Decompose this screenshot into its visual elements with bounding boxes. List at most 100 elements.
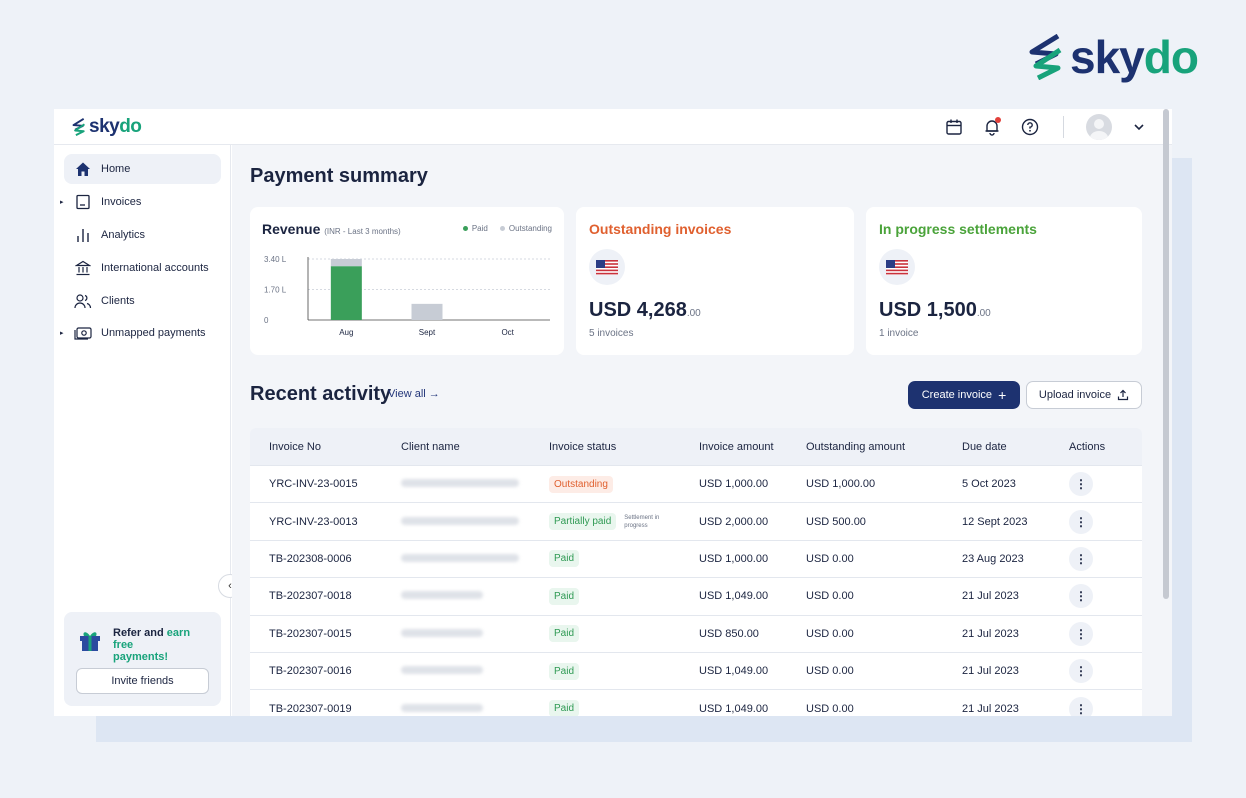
invoice-number[interactable]: YRC-INV-23-0013 [269,515,358,528]
brand-wordmark: skydo [1070,31,1199,83]
column-header[interactable]: Outstanding amount [806,440,906,453]
table-row[interactable]: TB-202307-0018 Paid USD 1,049.00 USD 0.00 21… [250,577,1142,615]
calendar-icon[interactable] [943,116,965,138]
due-date: 21 Jul 2023 [962,702,1019,715]
revenue-card: Revenue (INR - Last 3 months) Paid Outst… [250,207,564,355]
outstanding-count: 5 invoices [589,328,634,339]
caret-right-icon: ▸ [60,330,64,337]
avatar[interactable] [1086,114,1112,140]
status-badge: Partially paid [549,513,617,531]
column-header[interactable]: Invoice amount [699,440,774,453]
more-vertical-icon[interactable]: ⋮ [1069,696,1093,716]
money-icon [74,324,92,342]
progress-title: In progress settlements [879,221,1037,237]
column-header: Actions [1069,440,1106,453]
create-invoice-button[interactable]: Create invoice + [908,381,1020,409]
more-vertical-icon[interactable]: ⋮ [1069,584,1093,609]
column-header[interactable]: Invoice No [269,440,321,453]
bar-outstanding [411,303,443,320]
scrollbar[interactable] [1163,109,1169,599]
skydo-mark-icon [72,117,85,136]
invoice-amount: USD 2,000.00 [699,515,769,528]
brand-wordmark: skydo [89,115,142,137]
table-row[interactable]: YRC-INV-23-0015 Outstanding USD 1,000.00 US… [250,465,1142,503]
due-date: 21 Jul 2023 [962,590,1019,603]
column-header[interactable]: Client name [401,440,460,453]
due-date: 23 Aug 2023 [962,552,1024,565]
top-bar: skydo [54,109,1172,145]
outstanding-title: Outstanding invoices [589,221,732,237]
sidebar-item-unmapped-payments[interactable]: ▸ Unmapped payments [60,318,221,348]
column-header[interactable]: Invoice status [549,440,617,453]
sidebar-item-label: International accounts [101,262,209,274]
refer-card: Refer and earn free payments! Invite frie… [64,612,221,706]
invoice-number[interactable]: TB-202307-0015 [269,627,352,640]
table-row[interactable]: TB-202307-0016 Paid USD 1,049.00 USD 0.00 21… [250,651,1142,690]
invoice-number[interactable]: TB-202308-0006 [269,552,352,565]
more-vertical-icon[interactable]: ⋮ [1069,659,1093,684]
invoice-amount: USD 1,049.00 [699,665,769,678]
sidebar-item-home[interactable]: Home [64,154,221,184]
x-tick-label: Oct [501,328,514,337]
client-name-redacted [382,516,529,528]
legend-paid: Paid [462,224,488,233]
table-header: Invoice No Client name Invoice status In… [250,428,1142,465]
outstanding-amount: USD 500.00 [806,515,866,528]
due-date: 12 Sept 2023 [962,515,1028,528]
sidebar-item-clients[interactable]: Clients [64,286,221,316]
invoice-number[interactable]: TB-202307-0018 [269,590,352,603]
x-tick-label: Sept [419,328,436,337]
table-row[interactable]: YRC-INV-23-0013 Partially paid Settlement … [250,502,1142,540]
more-vertical-icon[interactable]: ⋮ [1069,546,1093,571]
client-name-redacted [382,628,529,640]
invoice-amount: USD 1,000.00 [699,478,769,491]
sidebar-item-invoices[interactable]: ▸ Invoices [60,187,221,217]
in-progress-settlements-card[interactable]: In progress settlements USD 1,500.00 1 i… [866,207,1142,355]
help-icon[interactable] [1019,116,1041,138]
client-name-redacted [382,665,529,677]
invoice-number[interactable]: TB-202307-0019 [269,702,352,715]
refer-text: Refer and earn free payments! [113,627,191,663]
sidebar-item-analytics[interactable]: Analytics [64,220,221,250]
sidebar-item-label: Unmapped payments [101,327,206,339]
bar-paid [330,266,362,320]
table-row[interactable]: TB-202307-0015 Paid USD 850.00 USD 0.00 21 J… [250,614,1142,652]
progress-count: 1 invoice [879,328,919,339]
notification-dot [995,117,1001,123]
outstanding-amount: USD 0.00 [806,552,854,565]
gift-icon [80,632,100,651]
row-actions: ⋮ [1069,696,1142,716]
sidebar-item-label: Clients [101,295,135,307]
invoice-status: Paid [529,700,699,716]
invoice-amount: USD 850.00 [699,627,759,640]
invoice-status: Paid [529,662,699,680]
skydo-logo[interactable]: skydo [72,115,142,138]
sidebar-item-label: Home [101,163,131,175]
outstanding-invoices-card[interactable]: Outstanding invoices USD 4,268.00 5 invo… [576,207,854,355]
sidebar-item-international-accounts[interactable]: International accounts [64,253,221,283]
more-vertical-icon[interactable]: ⋮ [1069,509,1093,534]
x-tick-label: Aug [339,328,353,337]
upload-invoice-button[interactable]: Upload invoice [1026,381,1142,409]
client-name-redacted [382,553,529,565]
table-row[interactable]: TB-202308-0006 Paid USD 1,000.00 USD 0.00 23… [250,539,1142,578]
arrow-right-icon: → [428,388,440,400]
invoice-status: Partially paid Settlement in progress [529,513,699,531]
invite-friends-button[interactable]: Invite friends [76,668,209,694]
column-header[interactable]: Due date [962,440,1007,453]
page-title: Payment summary [250,165,428,187]
sidebar: Home ▸ Invoices Analytics International … [54,145,231,716]
top-actions [927,109,1150,145]
progress-amount: USD 1,500.00 [879,299,991,321]
revenue-title: Revenue (INR - Last 3 months) [262,221,401,237]
more-vertical-icon[interactable]: ⋮ [1069,472,1093,497]
table-row[interactable]: TB-202307-0019 Paid USD 1,049.00 USD 0.00 21… [250,689,1142,716]
main-content: Payment summary Revenue (INR - Last 3 mo… [232,145,1172,716]
view-all-link[interactable]: View all → [388,388,440,400]
invoice-number[interactable]: TB-202307-0016 [269,665,352,678]
chevron-down-icon[interactable] [1128,116,1150,138]
bell-icon[interactable] [981,116,1003,138]
recent-activity-title: Recent activity [250,383,392,405]
more-vertical-icon[interactable]: ⋮ [1069,621,1093,646]
invoice-number[interactable]: YRC-INV-23-0015 [269,478,358,491]
